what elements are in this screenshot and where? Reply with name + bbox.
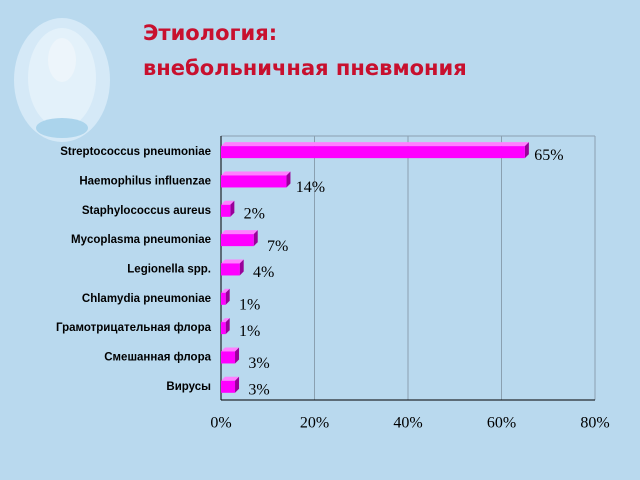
data-label: 7%: [267, 238, 288, 255]
x-tick-label: 0%: [210, 415, 231, 432]
bar-top: [221, 171, 291, 176]
bar: [221, 230, 258, 247]
bar: [221, 376, 240, 393]
bar-front: [221, 263, 240, 276]
bar-side: [239, 259, 244, 276]
bar: [221, 259, 244, 276]
bar-top: [221, 347, 240, 352]
bar-side: [230, 200, 235, 217]
bar-top: [221, 142, 529, 147]
bar-top: [221, 259, 244, 264]
bar-side: [225, 318, 230, 335]
y-tick-label: Legionella spp.: [127, 263, 211, 275]
x-tick-label: 80%: [580, 415, 609, 432]
bar-side: [225, 288, 230, 305]
bar-side: [524, 142, 529, 159]
data-label: 2%: [244, 205, 265, 222]
bar-front: [221, 322, 226, 335]
y-tick-label: Mycoplasma pneumoniae: [71, 234, 211, 246]
data-label: 3%: [248, 381, 269, 398]
y-tick-label: Грамотрицательная флора: [56, 322, 212, 334]
data-label: 3%: [248, 355, 269, 372]
chart-title: Этиология:: [143, 21, 277, 45]
data-label: 65%: [534, 147, 563, 164]
bar-front: [221, 204, 231, 217]
x-tick-label: 40%: [393, 415, 422, 432]
data-label: 1%: [239, 296, 260, 313]
bar: [221, 318, 230, 335]
bar-top: [221, 376, 240, 381]
data-label: 4%: [253, 264, 274, 281]
bar: [221, 347, 240, 364]
chart-title: внебольничная пневмония: [143, 56, 467, 80]
bar-top: [221, 230, 258, 235]
bar-front: [221, 380, 236, 393]
shell-decoration: [14, 18, 110, 142]
data-label: 1%: [239, 323, 260, 340]
bar-front: [221, 234, 254, 247]
bar-side: [235, 376, 240, 393]
bar-side: [253, 230, 258, 247]
y-tick-label: Вирусы: [166, 381, 211, 393]
y-tick-label: Staphylococcus aureus: [82, 205, 211, 217]
bar-front: [221, 175, 287, 188]
y-tick-label: Streptococcus pneumoniae: [60, 146, 211, 158]
bar-front: [221, 146, 525, 159]
y-tick-label: Haemophilus influenzae: [79, 175, 211, 187]
y-tick-label: Chlamydia pneumoniae: [82, 293, 211, 305]
bar: [221, 171, 291, 188]
bar-front: [221, 351, 236, 364]
data-label: 14%: [296, 179, 325, 196]
x-tick-label: 60%: [487, 415, 516, 432]
bar-top: [221, 318, 230, 323]
bar-side: [286, 171, 291, 188]
x-tick-label: 20%: [300, 415, 329, 432]
y-tick-label: Смешанная флора: [104, 351, 211, 363]
bar-front: [221, 292, 226, 305]
bar-top: [221, 200, 235, 205]
bar: [221, 288, 230, 305]
bar: [221, 142, 529, 159]
bar-top: [221, 288, 230, 293]
bar: [221, 200, 235, 217]
bar-side: [235, 347, 240, 364]
